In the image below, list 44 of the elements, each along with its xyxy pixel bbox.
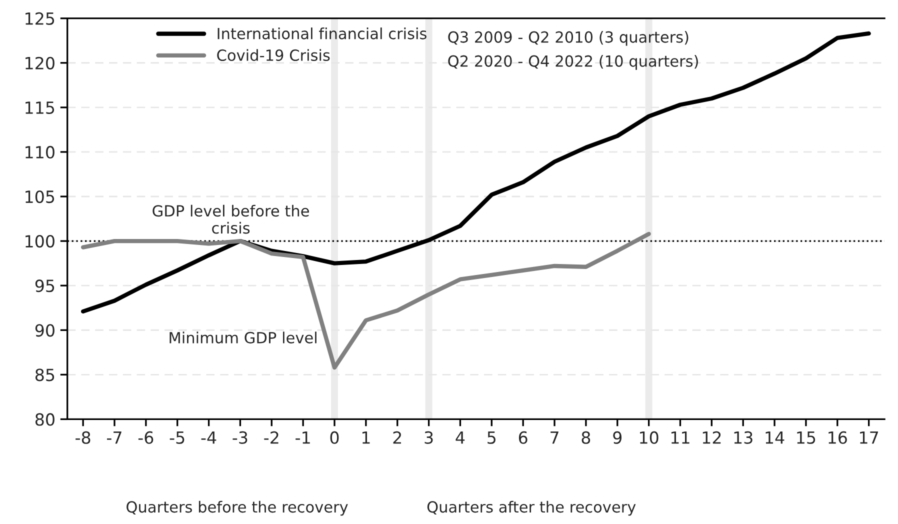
x-tick-label: 15 [797, 432, 816, 444]
y-tick-label: 125 [26, 12, 54, 25]
x-tick-label: 16 [828, 431, 847, 444]
y-tick-label: 90 [35, 324, 54, 337]
y-tick-label: 85 [35, 368, 54, 382]
x-tick-label: 5 [488, 432, 496, 444]
x-tick-label: -6 [138, 431, 154, 444]
x-tick-label: 6 [518, 431, 528, 444]
x-tick-label: 0 [330, 431, 339, 444]
x-tick-label: -5 [170, 432, 184, 444]
x-tick-label: -2 [264, 431, 278, 444]
text: Quarters after the recovery [427, 500, 636, 516]
legend-label: International financial crisis [218, 28, 426, 40]
x-tick-label: -3 [232, 431, 248, 444]
x-tick-label: 3 [424, 431, 433, 444]
x-tick-label: 1 [362, 432, 370, 444]
x-tick-label: 14 [766, 432, 784, 444]
x-tick-label: 10 [640, 431, 658, 444]
x-tick-label: -8 [76, 431, 90, 444]
y-tick-label: 100 [26, 235, 54, 248]
annotation: GDP level before the crisis [152, 204, 309, 234]
y-tick-label: 115 [26, 102, 54, 114]
x-tick-label: 13 [734, 431, 752, 444]
x-tick-label: -4 [201, 432, 216, 444]
text: Quarters before the recovery [126, 500, 348, 516]
legend-label: Covid-19 Crisis [217, 49, 330, 61]
annotation: Q3 2009 - Q2 2010 (3 quarters) [448, 31, 688, 46]
x-tick-label: 9 [613, 431, 622, 444]
y-tick-label: 105 [26, 190, 54, 204]
x-tick-label: 8 [582, 431, 590, 444]
x-tick-label: 2 [393, 431, 401, 444]
x-tick-label: 4 [456, 432, 465, 444]
y-tick-label: 120 [26, 56, 54, 70]
x-tick-label: -7 [107, 432, 122, 444]
annotation: Q2 2020 - Q4 2022 (10 quarters) [448, 55, 698, 70]
x-tick-label: 7 [550, 432, 558, 444]
y-tick-label: 110 [26, 146, 54, 159]
annotation: Minimum GDP level [170, 332, 316, 344]
x-tick-label: 17 [860, 432, 878, 444]
x-tick-label: 12 [702, 431, 721, 444]
x-tick-label: -1 [296, 432, 310, 444]
x-tick-label: 11 [671, 432, 690, 444]
y-tick-label: 95 [35, 280, 54, 292]
y-tick-label: 80 [35, 413, 54, 426]
